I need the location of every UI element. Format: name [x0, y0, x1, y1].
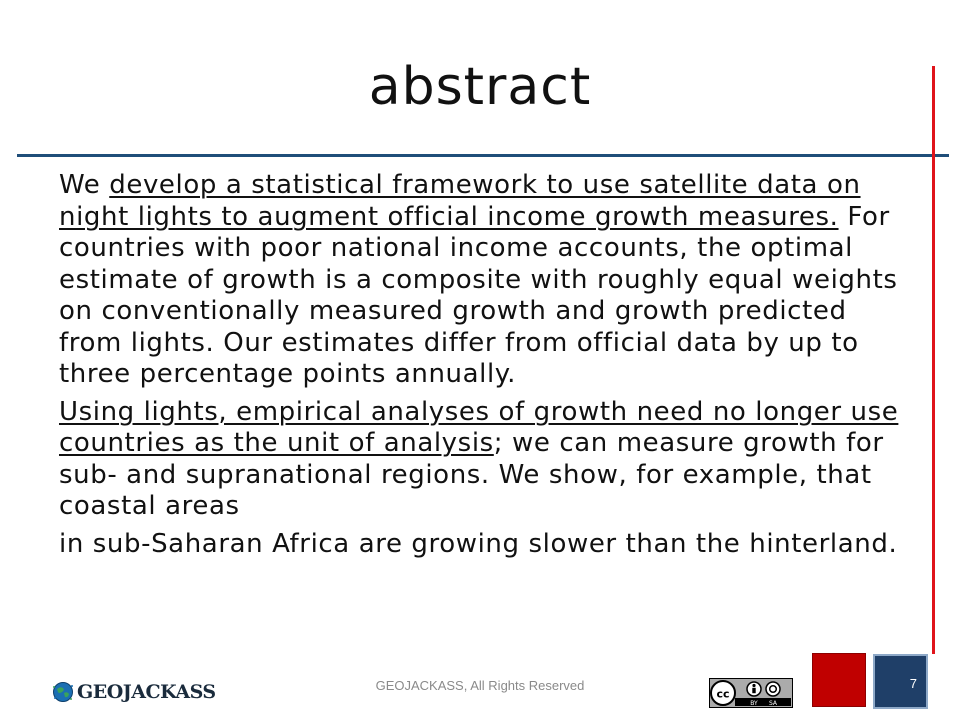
paragraph-2: Using lights, empirical analyses of grow…	[59, 397, 904, 523]
paragraph-1: We develop a statistical framework to us…	[59, 170, 904, 391]
globe-icon	[53, 682, 73, 702]
red-decorative-square	[812, 653, 866, 707]
cc-label: cc	[716, 688, 729, 701]
attribution-icon	[746, 681, 762, 697]
vertical-accent-line	[932, 66, 935, 654]
paragraph-3: in sub-Saharan Africa are growing slower…	[59, 529, 904, 561]
paragraph-3-segment-1: in sub-Saharan Africa are growing slower…	[59, 528, 898, 559]
sa-label: SA	[769, 700, 778, 707]
logo-text: GEOJACKASS	[77, 681, 216, 703]
paragraph-2-segment-2: ; we can measure growth for sub- and sup…	[59, 428, 884, 521]
paragraph-1-segment-1: We	[59, 170, 110, 200]
cc-by-sa-badge: cc BY SA	[709, 678, 793, 708]
paragraph-2-underlined-segment: Using lights, empirical analyses of grow…	[59, 396, 899, 459]
geojackass-logo: GEOJACKASS	[52, 680, 216, 704]
title-divider	[17, 154, 949, 157]
page-number-box: 7	[873, 654, 928, 709]
slide-title: abstract	[368, 57, 592, 117]
copyright-notice: GEOJACKASS, All Rights Reserved	[375, 678, 585, 693]
paragraph-1-underlined-segment: develop a statistical framework to use s…	[59, 170, 861, 232]
creative-commons-icon: cc	[710, 680, 736, 706]
page-number: 7	[909, 676, 917, 691]
abstract-body: We develop a statistical framework to us…	[59, 170, 904, 560]
by-label: BY	[750, 700, 758, 707]
paragraph-1-segment-3: For countries with poor national income …	[59, 201, 898, 390]
share-alike-icon	[765, 681, 781, 697]
